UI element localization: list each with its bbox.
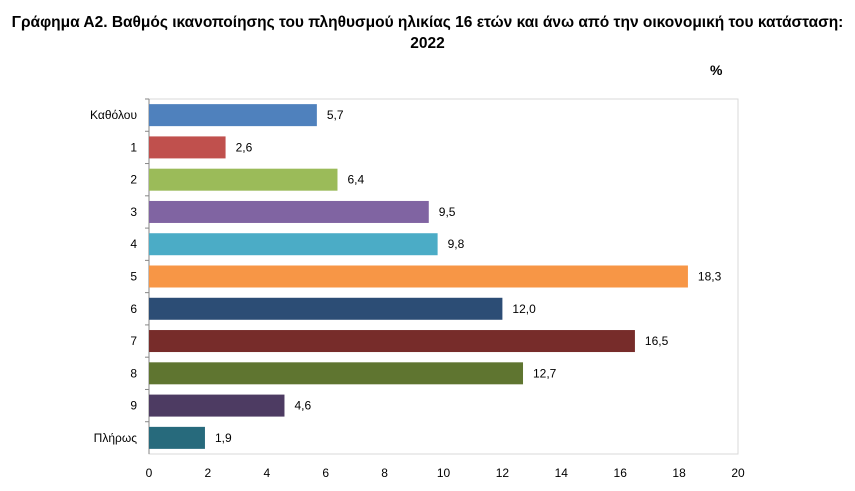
data-label: 9,8 [448,237,465,251]
data-label: 1,9 [215,431,232,445]
data-label: 16,5 [645,334,669,348]
x-tick-label: 14 [555,466,569,480]
x-tick-label: 18 [672,466,686,480]
category-label: 4 [130,237,137,251]
bar-2 [149,168,338,191]
x-tick-label: 4 [263,466,270,480]
x-tick-label: 10 [437,466,451,480]
category-label: 3 [130,205,137,219]
category-label: 9 [130,399,137,413]
data-label: 6,4 [347,173,364,187]
data-label: 12,7 [533,366,557,380]
bar-6 [149,297,503,320]
bar-0 [149,104,317,127]
data-label: 4,6 [294,399,311,413]
category-label: 2 [130,173,137,187]
data-label: 9,5 [439,205,456,219]
bar-3 [149,200,429,223]
category-label: 5 [130,270,137,284]
x-tick-label: 0 [146,466,153,480]
x-tick-label: 6 [322,466,329,480]
bar-4 [149,233,438,256]
bar-10 [149,426,205,449]
x-tick-label: 8 [381,466,388,480]
category-label: 7 [130,334,137,348]
category-label: Καθόλου [90,108,137,122]
data-label: 18,3 [698,270,722,284]
category-label: Πλήρως [94,431,138,445]
bar-9 [149,394,285,417]
x-tick-label: 2 [205,466,212,480]
bar-8 [149,362,524,385]
data-label: 5,7 [327,108,344,122]
x-tick-label: 12 [496,466,510,480]
unit-label: % [710,62,723,78]
category-label: 8 [130,366,137,380]
bar-7 [149,330,635,353]
category-label: 1 [130,140,137,154]
data-label: 12,0 [512,302,536,316]
chart-title: Γράφημα Α2. Βαθμός ικανοποίησης του πληθ… [11,14,844,52]
bar-1 [149,136,226,159]
bar-5 [149,265,688,288]
data-label: 2,6 [236,140,253,154]
category-label: 6 [130,302,137,316]
x-tick-label: 20 [731,466,745,480]
x-tick-label: 16 [614,466,628,480]
